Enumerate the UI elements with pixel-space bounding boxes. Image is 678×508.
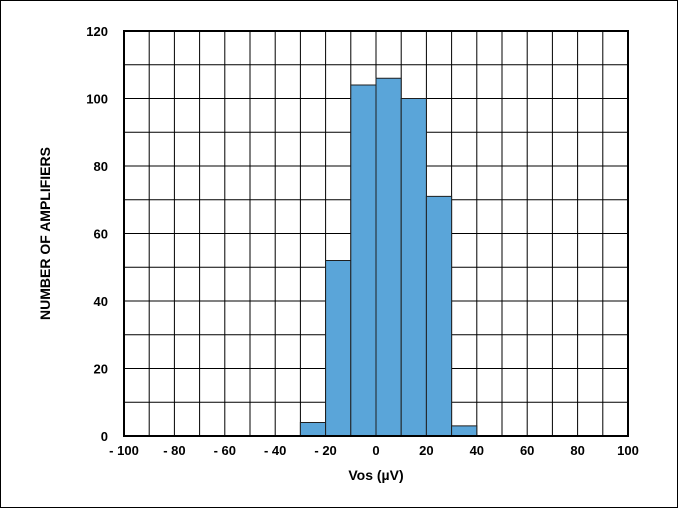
plot-border	[123, 30, 629, 437]
y-tick-labels: 0 20 40 60 80 100 120	[86, 24, 108, 444]
y-tick-label: 100	[86, 92, 108, 107]
histogram-bar	[299, 422, 327, 437]
histogram-bar	[350, 84, 377, 437]
x-tick-label: 60	[520, 443, 534, 458]
y-tick-label: 80	[94, 159, 108, 174]
y-tick-label: 40	[94, 294, 108, 309]
y-tick-label: 120	[86, 24, 108, 39]
x-tick-label: - 40	[264, 443, 286, 458]
histogram-bar	[325, 260, 352, 437]
y-tick-label: 0	[101, 429, 108, 444]
y-tick-label: 60	[94, 227, 108, 242]
x-tick-label: - 100	[109, 443, 139, 458]
histogram-bar	[425, 195, 453, 437]
x-tick-label: 40	[470, 443, 484, 458]
x-tick-label: 0	[372, 443, 379, 458]
y-axis-label: NUMBER OF AMPLIFIERS	[37, 147, 53, 320]
x-tick-label: - 60	[214, 443, 236, 458]
histogram-bar	[451, 425, 478, 437]
x-axis-label: Vos (µV)	[348, 467, 403, 483]
x-tick-label: 100	[617, 443, 639, 458]
x-tick-labels: - 100 - 80 - 60 - 40 - 20 0 20 40 60 80 100	[109, 443, 639, 458]
x-tick-label: 80	[570, 443, 584, 458]
histogram-bars	[299, 77, 478, 437]
x-tick-label: - 20	[314, 443, 336, 458]
y-tick-label: 20	[94, 362, 108, 377]
x-tick-label: 20	[419, 443, 433, 458]
x-tick-label: - 80	[163, 443, 185, 458]
histogram-bar	[375, 77, 402, 437]
histogram-bar	[400, 98, 427, 437]
